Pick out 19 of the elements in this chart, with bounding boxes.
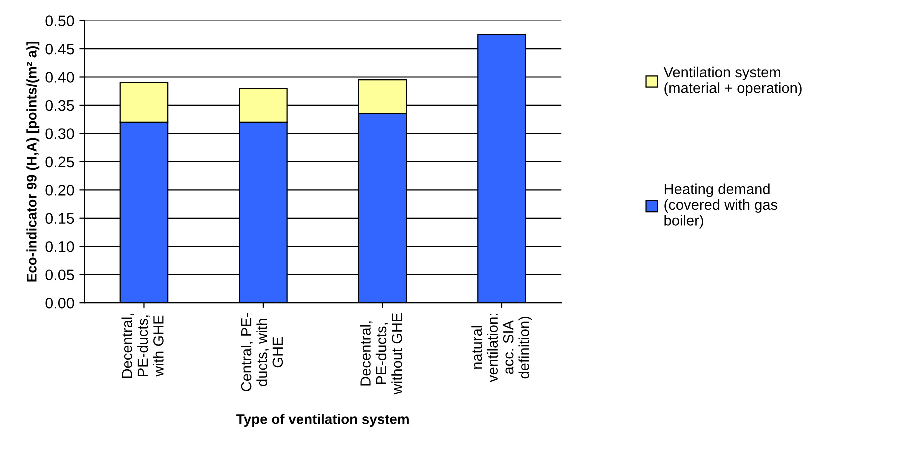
y-tick-label: 0.00 xyxy=(46,298,74,309)
y-tick-label: 0.45 xyxy=(46,44,74,55)
y-tick-label: 0.30 xyxy=(46,128,74,140)
x-tick-label: Central, PE- ducts, with GHE xyxy=(240,313,284,392)
y-tick-label: 0.15 xyxy=(46,213,74,224)
y-tick-label: 0.25 xyxy=(46,156,74,168)
y-tick-label: 0.20 xyxy=(46,185,74,196)
y-tick-label: 0.50 xyxy=(46,16,74,26)
x-tick-label: Decentral, PE-ducts, without GHE xyxy=(360,313,402,395)
y-tick-label: 0.10 xyxy=(46,241,74,252)
y-tick-label: 0.40 xyxy=(46,72,74,83)
y-tick-label: 0.05 xyxy=(46,270,74,281)
y-axis-title: Eco-indicator 99 (H,A) [points/(m² a)] xyxy=(26,42,40,282)
x-tick-label: natural ventilation: acc. SIA definition) xyxy=(472,314,532,382)
y-tick-label: 0.35 xyxy=(46,100,74,112)
legend-label: Ventilation system (material + operation) xyxy=(664,66,802,96)
x-tick-label: Decentral, PE-ducts, with GHE xyxy=(122,314,164,378)
x-axis-title: Type of ventilation system xyxy=(236,414,409,428)
legend-label: Heating demand (covered with gas boiler) xyxy=(664,184,778,229)
